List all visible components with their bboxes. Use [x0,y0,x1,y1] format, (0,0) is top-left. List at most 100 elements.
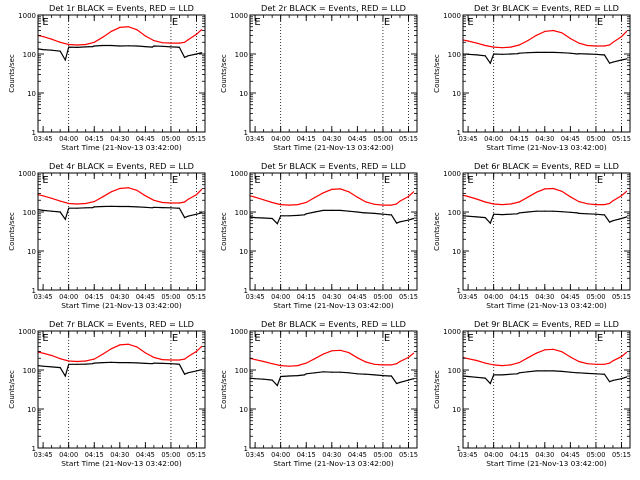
y-tick-label: 10 [452,90,461,98]
e-marker: E [172,333,178,344]
x-tick-label: 04:00 [59,293,78,301]
x-axis-label: Start Time (21-Nov-13 03:42:00) [61,143,182,152]
events-data-point [501,53,503,55]
y-tick-label: 10 [239,406,248,414]
x-axis-label: Start Time (21-Nov-13 03:42:00) [273,301,394,310]
x-tick-label: 04:15 [510,135,529,143]
lld-data-point [184,41,186,43]
chart-title: Det 5r BLACK = Events, RED = LLD [261,161,406,171]
events-data-point [576,212,578,214]
events-data-point [144,206,146,208]
lld-data-point [339,349,341,351]
x-axis-label: Start Time (21-Nov-13 03:42:00) [61,301,182,310]
y-tick-label: 1000 [443,328,461,336]
events-data-point [64,218,66,220]
events-data-point [254,217,256,219]
lld-data-point [331,350,333,352]
lld-data-point [127,26,129,28]
lld-data-point [407,195,410,198]
lld-data-point [609,202,611,205]
y-tick-label: 1 [244,287,248,295]
lld-data-point [184,358,186,360]
events-data-point [510,53,512,55]
events-data-point [42,365,44,367]
events-data-point [569,211,572,213]
events-data-point [144,46,146,48]
lld-data-point [399,200,401,202]
lld-data-point [484,201,486,203]
lld-data-point [527,40,529,42]
lld-data-point [484,44,486,47]
lld-data-point [153,356,155,358]
events-data-point [68,46,70,48]
lld-data-point [626,30,628,32]
lld-data-point [603,204,606,206]
events-data-point [595,53,597,55]
lld-data-point [161,359,163,361]
events-data-point [609,221,611,223]
y-tick-label: 100 [23,51,36,59]
lld-data-point [365,201,367,203]
events-data-point [331,209,333,211]
x-tick-label: 05:00 [161,293,180,301]
y-tick-label: 1000 [18,170,36,178]
x-tick-label: 04:15 [85,135,104,143]
e-marker: E [42,333,48,344]
events-data-point [356,211,358,213]
events-data-point [602,214,604,216]
lld-data-point [263,360,265,363]
events-data-point [339,209,341,211]
lld-data-point [527,196,529,198]
plot-frame [462,330,631,449]
events-data-point [552,210,554,212]
x-tick-label: 04:45 [136,135,155,143]
lld-data-point [552,187,554,190]
events-data-point [51,49,53,51]
lld-data-point [161,201,163,204]
chart-title: Det 6r BLACK = Events, RED = LLD [474,161,619,171]
lld-series-line [249,188,415,206]
x-tick-label: 03:45 [459,451,478,459]
x-tick-label: 04:00 [271,135,290,143]
lld-data-point [187,356,189,358]
events-data-point [382,375,384,377]
lld-data-point [552,29,554,32]
events-data-point [602,373,604,375]
events-data-point [626,216,628,218]
events-data-point [363,212,365,214]
lld-data-point [51,197,53,199]
events-data-point [151,207,153,209]
x-tick-label: 04:45 [136,451,155,459]
chart-title: Det 1r BLACK = Events, RED = LLD [49,3,194,13]
y-tick-label: 1000 [443,170,461,178]
events-data-point [170,207,172,209]
x-tick-label: 05:00 [373,293,392,301]
x-tick-label: 05:15 [612,451,631,459]
events-data-point [263,378,265,380]
lld-data-point [59,200,61,202]
lld-data-point [612,360,614,362]
lld-data-point [527,357,529,359]
x-tick-label: 04:00 [484,451,503,459]
x-tick-label: 05:00 [161,135,180,143]
y-axis-label: Counts/sec [8,370,16,409]
events-data-point [195,213,198,215]
lld-data-point [271,363,273,365]
y-tick-label: 10 [452,406,461,414]
lld-data-point [110,191,112,193]
events-data-point [626,58,628,60]
lld-data-point [373,203,375,205]
x-tick-label: 03:45 [246,135,265,143]
events-data-point [586,53,589,55]
e-marker: E [467,175,473,186]
e-marker: E [384,175,390,186]
x-tick-label: 04:15 [85,451,104,459]
lld-data-point [254,196,256,198]
lld-data-point [413,352,415,354]
events-data-point [544,210,546,212]
x-tick-label: 04:00 [59,135,78,143]
x-tick-label: 04:15 [297,293,316,301]
events-data-point [373,212,375,214]
events-data-point [263,217,265,219]
